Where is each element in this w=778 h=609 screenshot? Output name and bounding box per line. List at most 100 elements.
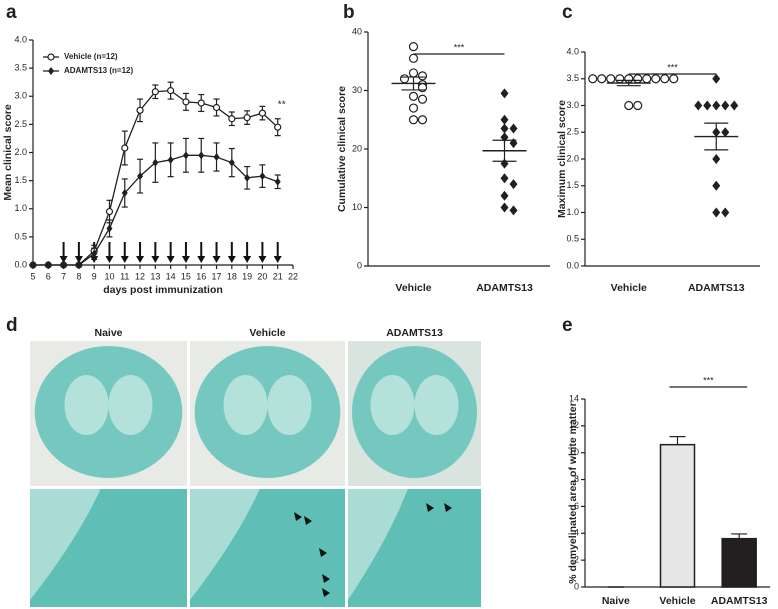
marker xyxy=(243,114,251,122)
arrowhead xyxy=(304,516,312,525)
marker xyxy=(712,154,721,164)
panel-letter: e xyxy=(562,315,573,336)
arrowhead xyxy=(444,503,452,512)
y-tick-label: 6 xyxy=(574,501,579,511)
panel-letter: a xyxy=(6,2,17,23)
marker xyxy=(408,103,419,113)
marker xyxy=(597,74,607,84)
marker xyxy=(588,74,598,84)
marker xyxy=(669,74,679,84)
tissue xyxy=(34,346,183,478)
x-tick-label: ADAMTS13 xyxy=(711,595,768,607)
y-tick-label: 3.5 xyxy=(14,63,27,73)
y-axis-label: % demyelinated area of white matter xyxy=(567,402,579,583)
x-tick-label: 20 xyxy=(257,271,267,281)
marker xyxy=(105,207,114,216)
marker xyxy=(721,100,730,111)
marker xyxy=(137,172,144,181)
marker xyxy=(198,151,205,160)
y-tick-label: 0 xyxy=(574,581,579,591)
treatment-arrow xyxy=(243,242,252,263)
marker xyxy=(408,91,419,101)
marker xyxy=(399,74,410,84)
significance-label: *** xyxy=(667,62,678,72)
marker xyxy=(167,155,174,164)
x-tick-label: 7 xyxy=(61,271,66,281)
arrow-head xyxy=(120,256,129,263)
y-tick-label: 10 xyxy=(352,202,362,212)
marker xyxy=(121,144,129,152)
marker xyxy=(624,100,634,111)
arrowhead xyxy=(294,512,302,521)
annotation: ** xyxy=(278,99,286,110)
y-tick-label: 0.0 xyxy=(566,260,579,270)
legend-label: ADAMTS13 (n=12) xyxy=(64,66,133,75)
marker xyxy=(121,189,128,197)
arrow-head xyxy=(197,256,206,263)
column-label: ADAMTS13 xyxy=(386,327,443,339)
grey-matter xyxy=(223,375,268,435)
x-tick-label: 21 xyxy=(273,271,283,281)
treatment-arrow xyxy=(74,242,83,263)
marker xyxy=(30,261,36,269)
y-tick-label: 3.5 xyxy=(566,73,579,83)
panel-letter: c xyxy=(562,2,573,23)
marker xyxy=(60,261,67,269)
marker xyxy=(633,100,643,111)
marker xyxy=(509,179,518,190)
treatment-arrow xyxy=(181,242,190,263)
arrowhead xyxy=(319,548,327,557)
x-tick-label: 15 xyxy=(181,271,191,281)
arrow-head xyxy=(243,256,252,263)
error-bar xyxy=(704,122,729,151)
x-tick-label: 16 xyxy=(196,271,206,281)
marker xyxy=(500,190,509,201)
arrow-head xyxy=(105,256,114,263)
y-axis-label: Mean clinical score xyxy=(2,104,14,200)
arrow-head xyxy=(151,256,160,263)
marker xyxy=(721,127,730,138)
marker xyxy=(651,74,661,84)
x-axis-label: days post immunization xyxy=(103,284,223,296)
tissue xyxy=(351,346,478,478)
marker xyxy=(500,114,509,125)
y-tick-label: 12 xyxy=(569,420,579,430)
y-axis-label: Maximum clinical score xyxy=(556,100,568,218)
marker xyxy=(642,74,652,84)
x-tick-label: Vehicle xyxy=(611,282,647,294)
x-tick-label: ADAMTS13 xyxy=(688,282,745,294)
marker xyxy=(259,172,266,181)
marker xyxy=(228,115,236,123)
marker xyxy=(45,261,52,269)
treatment-arrow xyxy=(120,242,129,263)
error-bar xyxy=(492,139,517,162)
marker xyxy=(500,88,509,99)
marker xyxy=(500,123,509,134)
marker xyxy=(408,68,419,78)
marker xyxy=(75,261,82,269)
y-tick-label: 3.0 xyxy=(566,100,579,110)
grey-matter xyxy=(348,489,408,600)
marker xyxy=(417,71,428,81)
marker xyxy=(274,123,282,131)
treatment-arrow xyxy=(227,242,236,263)
marker xyxy=(213,153,220,161)
x-tick-label: 5 xyxy=(30,271,35,281)
arrow-head xyxy=(136,256,145,263)
bar xyxy=(659,443,696,588)
y-tick-label: 4.0 xyxy=(14,34,27,44)
y-tick-label: 14 xyxy=(569,393,579,403)
tissue xyxy=(194,346,341,478)
marker xyxy=(152,158,159,167)
treatment-arrow xyxy=(197,242,206,263)
x-tick-label: 6 xyxy=(46,271,51,281)
y-tick-label: 1.5 xyxy=(14,175,27,185)
y-tick-label: 30 xyxy=(352,85,362,95)
marker xyxy=(703,100,712,111)
x-tick-label: 10 xyxy=(104,271,114,281)
marker xyxy=(197,99,205,107)
marker xyxy=(182,98,190,106)
marker xyxy=(417,94,428,104)
x-tick-label: Naive xyxy=(602,595,630,607)
y-tick-label: 2 xyxy=(574,555,579,565)
